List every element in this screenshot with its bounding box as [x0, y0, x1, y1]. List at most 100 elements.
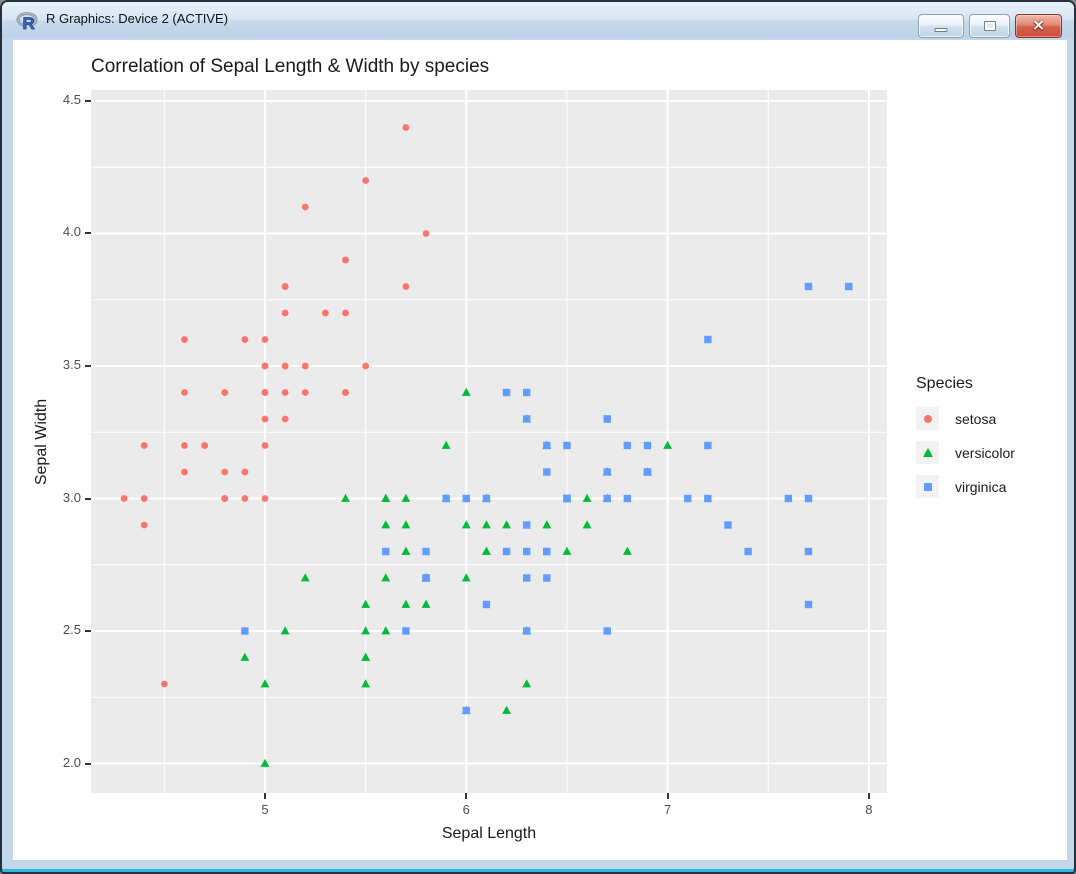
data-point-versicolor [361, 679, 371, 688]
data-point-versicolor [461, 573, 471, 582]
data-point-versicolor [240, 652, 250, 661]
data-point-versicolor [582, 520, 592, 529]
data-point-setosa [221, 468, 229, 476]
data-point-virginica [402, 627, 410, 635]
data-point-virginica [563, 441, 571, 450]
data-point-versicolor [401, 599, 411, 608]
y-tick-label: 4.5 [62, 91, 81, 107]
maximize-button[interactable] [969, 14, 1010, 38]
data-point-virginica [804, 282, 813, 291]
y-tick-label: 3.0 [62, 489, 81, 505]
data-point-versicolor [401, 493, 411, 502]
data-point-versicolor [341, 493, 350, 502]
data-point-versicolor [542, 520, 552, 529]
data-point-virginica [704, 494, 712, 503]
data-point-virginica [603, 468, 611, 476]
data-point-virginica [522, 415, 531, 423]
data-point-versicolor [502, 520, 511, 529]
data-point-setosa [342, 389, 349, 396]
data-point-virginica [643, 441, 652, 450]
x-tick-mark [465, 793, 468, 799]
data-point-setosa [281, 283, 289, 290]
data-point-setosa [160, 680, 168, 688]
y-tick-label: 3.5 [62, 357, 81, 372]
data-point-virginica [462, 706, 471, 715]
data-point-virginica [543, 468, 551, 476]
data-point-versicolor [502, 705, 511, 714]
data-point-virginica [502, 547, 511, 556]
data-point-versicolor [381, 493, 391, 502]
data-point-virginica [522, 627, 531, 635]
data-point-virginica [502, 388, 511, 397]
legend-key-setosa [916, 407, 939, 430]
data-point-setosa [281, 362, 289, 370]
y-tick-mark [85, 232, 91, 235]
data-point-versicolor [361, 626, 371, 635]
data-point-versicolor [381, 520, 391, 529]
data-point-virginica [684, 494, 692, 503]
data-point-setosa [120, 495, 128, 502]
maximize-icon [983, 21, 996, 31]
data-point-virginica [845, 282, 853, 291]
minimize-button[interactable] [918, 14, 964, 38]
titlebar[interactable]: R R Graphics: Device 2 (ACTIVE) ✕ [2, 2, 1074, 38]
data-point-setosa [241, 336, 249, 343]
data-point-setosa [342, 256, 349, 264]
data-point-virginica [482, 494, 491, 503]
data-point-versicolor [300, 573, 310, 582]
y-tick-mark [85, 630, 91, 632]
data-point-virginica [623, 441, 632, 450]
data-point-setosa [301, 389, 309, 396]
y-axis-title: Sepal Width [33, 398, 50, 486]
data-point-virginica [563, 494, 571, 503]
legend-key-virginica [916, 475, 939, 498]
data-point-setosa [221, 389, 229, 396]
close-button[interactable]: ✕ [1015, 14, 1062, 38]
legend-label-setosa: setosa [955, 410, 997, 427]
data-point-setosa [241, 468, 249, 476]
data-point-versicolor [461, 520, 471, 529]
data-point-versicolor [582, 493, 592, 502]
data-point-versicolor [280, 626, 290, 635]
data-point-setosa [281, 415, 289, 423]
x-tick-mark [867, 793, 870, 799]
x-tick-label: 8 [865, 802, 873, 817]
y-tick-label: 2.0 [62, 754, 81, 770]
x-tick-label: 6 [462, 802, 470, 817]
legend-row-virginica: virginica [916, 475, 1015, 498]
scatter-plot-panel [91, 90, 887, 793]
data-point-versicolor [361, 599, 371, 608]
data-point-virginica [623, 494, 632, 503]
legend-title: Species [916, 375, 973, 392]
data-point-versicolor [381, 573, 391, 582]
data-point-setosa [281, 309, 289, 317]
data-point-virginica [643, 468, 652, 476]
y-tick-mark [85, 497, 91, 500]
data-point-setosa [261, 415, 269, 423]
setosa-circle-icon [923, 414, 932, 423]
data-point-versicolor [482, 546, 491, 555]
data-point-setosa [181, 442, 188, 449]
data-point-setosa [181, 468, 188, 476]
data-point-virginica [442, 494, 450, 503]
y-tick-mark [85, 99, 91, 102]
data-point-virginica [543, 574, 551, 582]
legend-key-versicolor [916, 441, 939, 464]
window-title: R Graphics: Device 2 (ACTIVE) [46, 11, 229, 26]
data-point-versicolor [663, 440, 673, 449]
data-point-virginica [543, 547, 551, 556]
legend-label-versicolor: versicolor [955, 444, 1015, 461]
data-point-virginica [241, 627, 249, 635]
data-point-virginica [603, 627, 611, 635]
data-point-setosa [140, 521, 148, 529]
svg-text:R: R [23, 14, 35, 32]
data-point-setosa [261, 442, 269, 449]
data-point-setosa [261, 389, 269, 396]
data-point-setosa [362, 177, 370, 184]
data-point-virginica [784, 494, 793, 503]
data-point-virginica [603, 494, 611, 503]
data-point-versicolor [381, 626, 391, 635]
data-point-setosa [241, 495, 249, 502]
data-point-versicolor [260, 758, 270, 767]
